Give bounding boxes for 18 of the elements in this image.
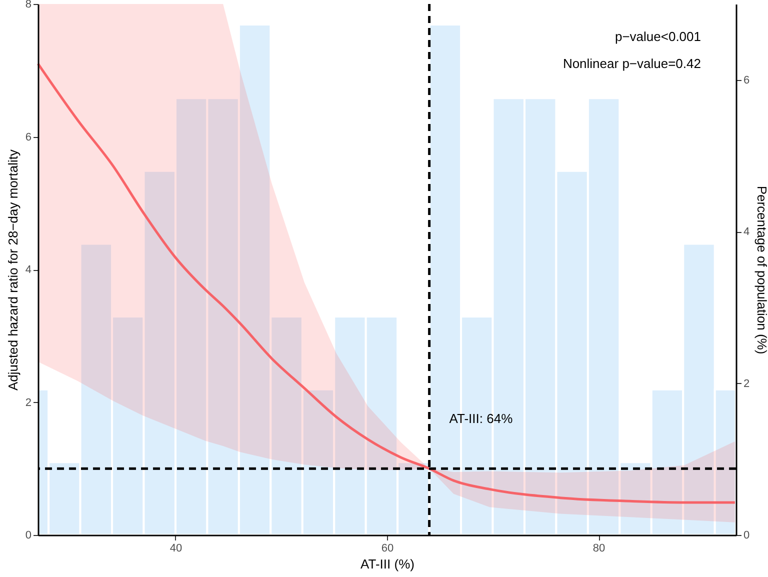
x-tick-label: 40 — [170, 542, 182, 554]
y2-axis-title: Percentage of population (%) — [754, 186, 768, 354]
y-tick-label: 4 — [25, 264, 32, 276]
y-axis-title: Adjusted hazard ratio for 28−day mortality — [5, 149, 20, 390]
x-tick-label: 60 — [381, 542, 394, 554]
x-axis-title: AT-III (%) — [360, 556, 414, 572]
y2-tick-label: 0 — [744, 530, 750, 542]
y2-tick-label: 2 — [744, 378, 750, 390]
y-tick-label: 2 — [25, 396, 32, 409]
y2-tick-label: 6 — [744, 74, 750, 86]
annotation: p−value<0.001 — [614, 29, 701, 44]
annotation: Nonlinear p−value=0.42 — [562, 56, 701, 71]
y2-tick-label: 4 — [744, 226, 750, 238]
y-tick-label: 8 — [25, 0, 32, 10]
y-tick-label: 6 — [25, 131, 32, 144]
y-tick-label: 0 — [25, 530, 32, 542]
ref-line-label: AT-III: 64% — [449, 411, 514, 426]
x-tick-label: 80 — [592, 542, 606, 554]
